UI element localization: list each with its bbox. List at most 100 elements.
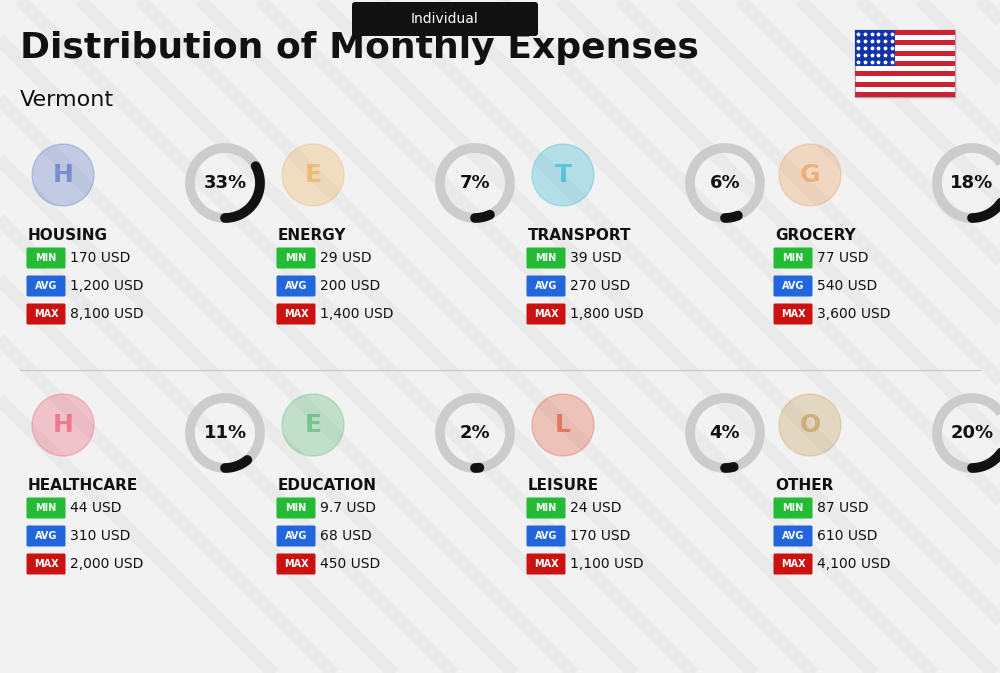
FancyBboxPatch shape <box>774 275 812 297</box>
Circle shape <box>282 144 344 206</box>
Text: 4,100 USD: 4,100 USD <box>817 557 891 571</box>
Text: 39 USD: 39 USD <box>570 251 622 265</box>
Text: ENERGY: ENERGY <box>278 228 347 243</box>
FancyBboxPatch shape <box>26 248 66 269</box>
Circle shape <box>282 394 344 456</box>
Text: AVG: AVG <box>782 531 804 541</box>
FancyBboxPatch shape <box>526 497 566 518</box>
FancyBboxPatch shape <box>855 81 955 87</box>
Circle shape <box>779 144 841 206</box>
FancyBboxPatch shape <box>774 553 812 575</box>
FancyBboxPatch shape <box>855 61 955 66</box>
FancyBboxPatch shape <box>526 553 566 575</box>
Text: MAX: MAX <box>534 309 558 319</box>
Text: MIN: MIN <box>35 253 57 263</box>
Text: 44 USD: 44 USD <box>70 501 122 515</box>
Circle shape <box>779 394 841 456</box>
FancyBboxPatch shape <box>526 275 566 297</box>
Text: MAX: MAX <box>534 559 558 569</box>
FancyBboxPatch shape <box>855 92 955 97</box>
Text: 24 USD: 24 USD <box>570 501 622 515</box>
Text: MIN: MIN <box>535 503 557 513</box>
Text: 310 USD: 310 USD <box>70 529 130 543</box>
Text: 1,400 USD: 1,400 USD <box>320 307 394 321</box>
Text: MIN: MIN <box>285 503 307 513</box>
Text: 170 USD: 170 USD <box>70 251 130 265</box>
Text: AVG: AVG <box>782 281 804 291</box>
Text: AVG: AVG <box>285 531 307 541</box>
Text: 4%: 4% <box>710 424 740 442</box>
Text: 3,600 USD: 3,600 USD <box>817 307 891 321</box>
Circle shape <box>32 394 94 456</box>
FancyBboxPatch shape <box>774 248 812 269</box>
Text: MAX: MAX <box>284 559 308 569</box>
FancyBboxPatch shape <box>352 2 538 36</box>
Text: 200 USD: 200 USD <box>320 279 380 293</box>
Text: Vermont: Vermont <box>20 90 114 110</box>
Text: TRANSPORT: TRANSPORT <box>528 228 632 243</box>
FancyBboxPatch shape <box>276 497 316 518</box>
Text: MIN: MIN <box>782 503 804 513</box>
Text: 6%: 6% <box>710 174 740 192</box>
FancyBboxPatch shape <box>774 304 812 324</box>
Text: 270 USD: 270 USD <box>570 279 630 293</box>
Text: AVG: AVG <box>35 281 57 291</box>
Text: MAX: MAX <box>34 559 58 569</box>
FancyBboxPatch shape <box>855 71 955 76</box>
FancyBboxPatch shape <box>774 497 812 518</box>
Text: 8,100 USD: 8,100 USD <box>70 307 144 321</box>
FancyBboxPatch shape <box>276 304 316 324</box>
Text: AVG: AVG <box>35 531 57 541</box>
FancyBboxPatch shape <box>855 50 955 56</box>
Circle shape <box>532 144 594 206</box>
Text: OTHER: OTHER <box>775 478 833 493</box>
Text: 450 USD: 450 USD <box>320 557 380 571</box>
FancyBboxPatch shape <box>276 526 316 546</box>
FancyBboxPatch shape <box>26 526 66 546</box>
Circle shape <box>532 394 594 456</box>
Text: MAX: MAX <box>781 559 805 569</box>
FancyBboxPatch shape <box>855 30 895 66</box>
Text: 1,100 USD: 1,100 USD <box>570 557 644 571</box>
Text: EDUCATION: EDUCATION <box>278 478 377 493</box>
Text: G: G <box>800 163 820 187</box>
FancyBboxPatch shape <box>276 275 316 297</box>
Text: H: H <box>53 413 73 437</box>
Text: 2,000 USD: 2,000 USD <box>70 557 143 571</box>
Text: MIN: MIN <box>535 253 557 263</box>
Text: Individual: Individual <box>411 12 479 26</box>
Text: 18%: 18% <box>950 174 994 192</box>
Text: MIN: MIN <box>35 503 57 513</box>
Text: AVG: AVG <box>285 281 307 291</box>
Text: AVG: AVG <box>535 281 557 291</box>
FancyBboxPatch shape <box>276 553 316 575</box>
Text: O: O <box>799 413 821 437</box>
Text: 33%: 33% <box>203 174 247 192</box>
Text: MIN: MIN <box>782 253 804 263</box>
Text: 29 USD: 29 USD <box>320 251 372 265</box>
Text: 7%: 7% <box>460 174 490 192</box>
Text: 9.7 USD: 9.7 USD <box>320 501 376 515</box>
FancyBboxPatch shape <box>526 526 566 546</box>
FancyBboxPatch shape <box>276 248 316 269</box>
Text: HOUSING: HOUSING <box>28 228 108 243</box>
FancyBboxPatch shape <box>26 497 66 518</box>
Text: L: L <box>555 413 571 437</box>
Text: Distribution of Monthly Expenses: Distribution of Monthly Expenses <box>20 31 699 65</box>
FancyBboxPatch shape <box>26 275 66 297</box>
Text: 1,200 USD: 1,200 USD <box>70 279 144 293</box>
FancyBboxPatch shape <box>855 30 955 35</box>
Text: E: E <box>304 413 322 437</box>
Text: HEALTHCARE: HEALTHCARE <box>28 478 138 493</box>
FancyBboxPatch shape <box>855 40 955 46</box>
Text: AVG: AVG <box>535 531 557 541</box>
FancyBboxPatch shape <box>855 30 955 97</box>
Text: 1,800 USD: 1,800 USD <box>570 307 644 321</box>
Circle shape <box>32 144 94 206</box>
Text: E: E <box>304 163 322 187</box>
Text: 20%: 20% <box>950 424 994 442</box>
Text: H: H <box>53 163 73 187</box>
Text: 170 USD: 170 USD <box>570 529 630 543</box>
Text: 11%: 11% <box>203 424 247 442</box>
Text: MAX: MAX <box>284 309 308 319</box>
